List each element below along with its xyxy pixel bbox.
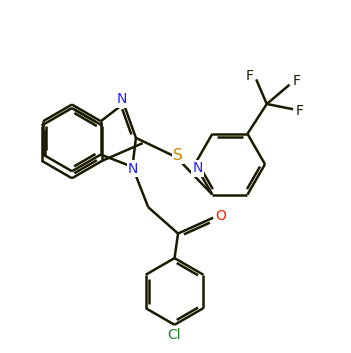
Text: N: N: [117, 92, 127, 107]
Text: F: F: [293, 74, 300, 88]
Text: N: N: [128, 162, 138, 175]
Text: F: F: [245, 69, 253, 83]
Text: O: O: [216, 209, 226, 223]
Text: Cl: Cl: [168, 328, 181, 342]
Text: F: F: [296, 104, 304, 118]
Text: N: N: [192, 161, 203, 175]
Text: S: S: [173, 148, 183, 163]
